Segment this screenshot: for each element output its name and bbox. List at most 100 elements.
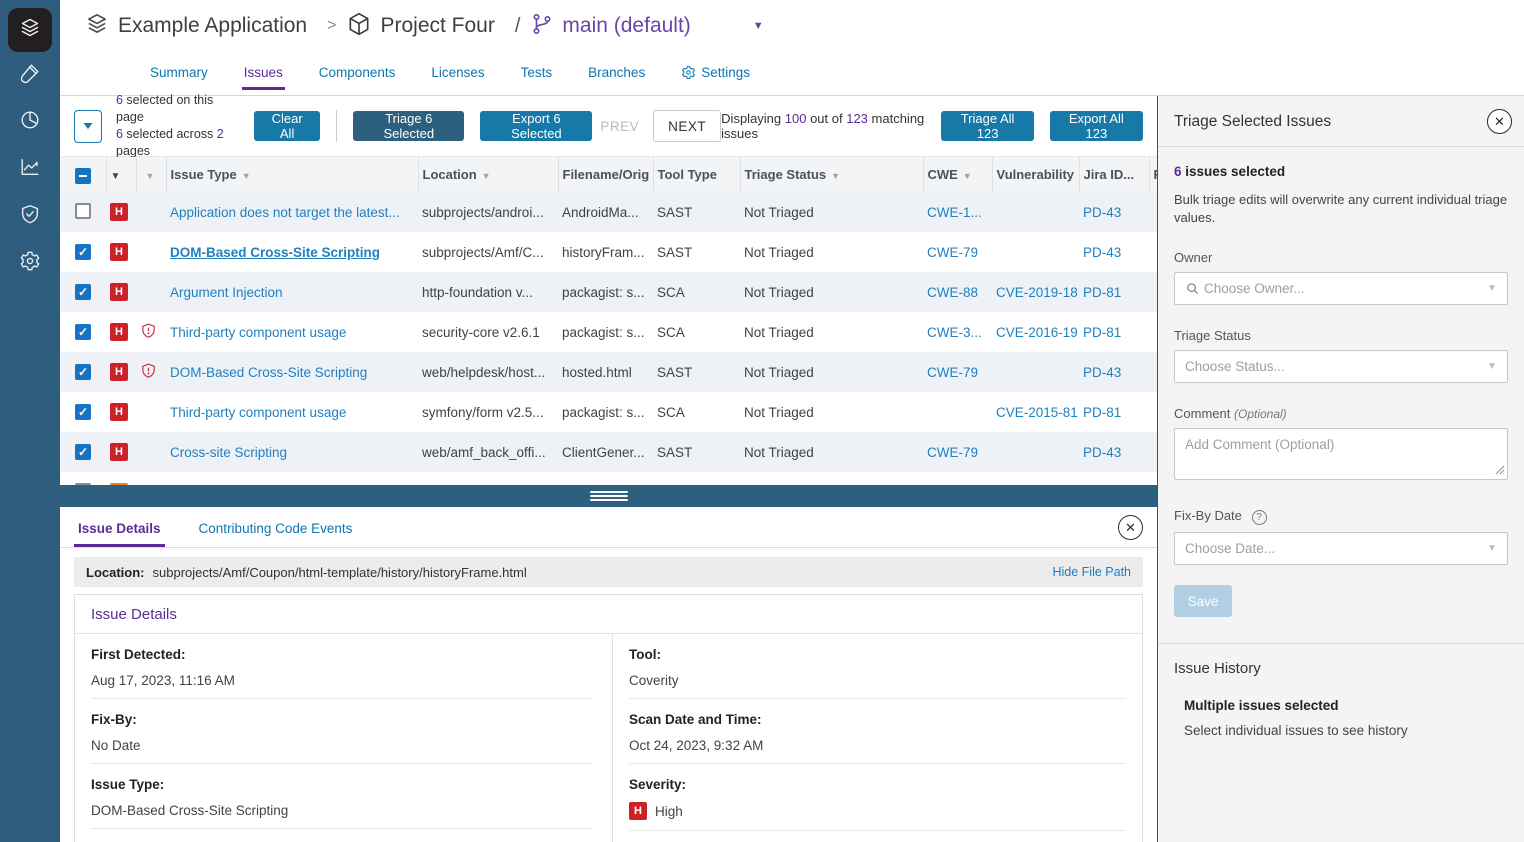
sidebar-item-reports[interactable]: [0, 99, 60, 146]
breadcrumb-application[interactable]: Example Application: [118, 14, 308, 37]
row-checkbox[interactable]: [75, 404, 91, 420]
col-location[interactable]: Location ▼: [417, 157, 558, 192]
export-all-button[interactable]: Export All 123: [1049, 111, 1143, 141]
table-row[interactable]: H Argument Injection http-foundation v..…: [60, 272, 1157, 312]
col-triage-status[interactable]: Triage Status ▼: [739, 157, 923, 192]
tab-contributing-code-events[interactable]: Contributing Code Events: [198, 521, 353, 536]
owner-select[interactable]: Choose Owner... ▼: [1174, 272, 1508, 305]
table-row[interactable]: H DOM-Based Cross-Site Scripting subproj…: [60, 232, 1157, 272]
tab-issues[interactable]: Issues: [241, 59, 285, 90]
issue-type-link[interactable]: DOM-Based Cross-Site Scripting: [170, 244, 381, 260]
sidebar-item-settings[interactable]: [0, 240, 60, 287]
col-vulnerability[interactable]: Vulnerability: [991, 157, 1079, 192]
panel-splitter-handle[interactable]: [60, 485, 1157, 507]
table-row[interactable]: H Third-party component usage symfony/fo…: [60, 392, 1157, 432]
tab-summary[interactable]: Summary: [150, 65, 208, 80]
row-checkbox[interactable]: [75, 364, 91, 380]
next-page-button[interactable]: NEXT: [653, 110, 722, 142]
jira-id-link[interactable]: PD-43: [1083, 204, 1122, 220]
export-selected-button[interactable]: Export 6 Selected: [480, 111, 593, 141]
issue-type-link[interactable]: Unreachable, Unused or Dead Code: [170, 485, 388, 486]
triage-all-button[interactable]: Triage All 123: [941, 111, 1034, 141]
col-filename[interactable]: Filename/Orig: [557, 157, 653, 192]
cve-link[interactable]: CVE-2015-81: [996, 404, 1078, 420]
issue-type-link[interactable]: Argument Injection: [170, 284, 283, 300]
issue-type-link[interactable]: Application does not target the latest..…: [170, 204, 400, 220]
jira-id-link[interactable]: PD-43: [1083, 364, 1122, 380]
clear-all-button[interactable]: Clear All: [253, 111, 321, 141]
sidebar-item-trends[interactable]: [0, 146, 60, 193]
col-fi[interactable]: Fi: [1148, 157, 1157, 192]
tab-licenses[interactable]: Licenses: [431, 65, 485, 80]
table-row[interactable]: M Unreachable, Unused or Dead Code web/a…: [60, 472, 1157, 485]
cwe-link[interactable]: CWE-79: [927, 364, 979, 380]
row-checkbox[interactable]: [75, 482, 91, 485]
jira-id-link[interactable]: PD-81: [1083, 284, 1122, 300]
filename-cell: packagist: s...: [562, 324, 645, 340]
tab-components[interactable]: Components: [318, 65, 396, 80]
col-tool-type[interactable]: Tool Type: [652, 157, 740, 192]
issue-type-link[interactable]: Cross-site Scripting: [170, 444, 288, 460]
col-jira-id[interactable]: Jira ID...: [1078, 157, 1149, 192]
jira-id-link[interactable]: PD-43: [1083, 244, 1122, 260]
filter-toggle-button[interactable]: [74, 109, 102, 143]
breadcrumb-branch[interactable]: main (default): [562, 14, 691, 37]
field-severity: Severity: H High: [629, 764, 1126, 831]
jira-id-link[interactable]: PD-43: [1083, 444, 1122, 460]
row-checkbox[interactable]: [75, 284, 91, 300]
cve-link[interactable]: CVE-2016-19: [996, 324, 1078, 340]
tab-settings[interactable]: Settings: [679, 59, 752, 90]
cwe-link[interactable]: CWE-3...: [927, 324, 982, 340]
sidebar-item-tests[interactable]: [0, 52, 60, 99]
table-row[interactable]: H DOM-Based Cross-Site Scripting web/hel…: [60, 352, 1157, 392]
table-row[interactable]: H Application does not target the latest…: [60, 192, 1157, 232]
sidebar-item-security-policy[interactable]: [0, 193, 60, 240]
table-row[interactable]: H Cross-site Scripting web/amf_back_offi…: [60, 432, 1157, 472]
sort-caret-icon[interactable]: ▼: [831, 171, 841, 181]
tab-tests[interactable]: Tests: [520, 65, 553, 80]
cwe-link[interactable]: CWE-79: [927, 444, 979, 460]
issues-table-body: H Application does not target the latest…: [60, 192, 1157, 485]
tab-branches[interactable]: Branches: [588, 65, 646, 80]
branch-dropdown-caret-icon[interactable]: ▼: [752, 20, 764, 32]
close-triage-panel-icon[interactable]: ✕: [1487, 109, 1512, 134]
issue-type-link[interactable]: Third-party component usage: [170, 324, 347, 340]
sort-caret-icon[interactable]: ▼: [962, 171, 972, 181]
cwe-link[interactable]: CWE-88: [927, 284, 979, 300]
close-detail-panel-icon[interactable]: ✕: [1118, 515, 1143, 540]
cve-link[interactable]: CVE-2019-18: [996, 284, 1078, 300]
severity-sort-caret-icon[interactable]: ▼: [145, 171, 155, 181]
sort-caret-icon[interactable]: ▼: [241, 171, 251, 181]
prev-page-button[interactable]: PREV: [600, 118, 640, 134]
row-checkbox[interactable]: [75, 444, 91, 460]
triage-selected-button[interactable]: Triage 6 Selected: [353, 111, 465, 141]
cwe-link[interactable]: CWE-1...: [927, 204, 982, 220]
comment-textarea[interactable]: [1174, 428, 1508, 480]
jira-id-link[interactable]: PD-81: [1083, 404, 1122, 420]
hide-file-path-link[interactable]: Hide File Path: [1052, 565, 1131, 579]
table-row[interactable]: H Third-party component usage security-c…: [60, 312, 1157, 352]
help-question-icon[interactable]: ?: [1251, 510, 1267, 525]
app-logo-button[interactable]: [8, 8, 52, 52]
cwe-link[interactable]: CWE-79: [927, 244, 979, 260]
selection-menu-caret-icon[interactable]: ▼: [110, 171, 121, 182]
save-button[interactable]: Save: [1174, 585, 1232, 617]
jira-id-link[interactable]: PD-81: [1083, 324, 1122, 340]
row-checkbox[interactable]: [75, 324, 91, 340]
row-checkbox[interactable]: [75, 244, 91, 260]
row-checkbox[interactable]: [75, 202, 91, 219]
jira-id-link[interactable]: PD-44: [1083, 485, 1121, 486]
cube-project-icon: [346, 11, 372, 42]
triage-status-select[interactable]: Choose Status... ▼: [1174, 350, 1508, 383]
col-cwe[interactable]: CWE ▼: [922, 157, 992, 192]
fix-by-date-select[interactable]: Choose Date... ▼: [1174, 532, 1508, 565]
sort-caret-icon[interactable]: ▼: [481, 171, 491, 181]
breadcrumb-project[interactable]: Project Four: [380, 14, 495, 37]
issue-history-section: Issue History Multiple issues selected S…: [1158, 643, 1524, 738]
issue-type-link[interactable]: DOM-Based Cross-Site Scripting: [170, 364, 368, 380]
col-issue-type[interactable]: Issue Type ▼: [165, 157, 418, 192]
issue-type-link[interactable]: Third-party component usage: [170, 404, 347, 420]
tab-issue-details[interactable]: Issue Details: [74, 511, 165, 547]
select-all-checkbox[interactable]: [75, 168, 91, 184]
cwe-link[interactable]: CWE-5: [927, 485, 971, 486]
